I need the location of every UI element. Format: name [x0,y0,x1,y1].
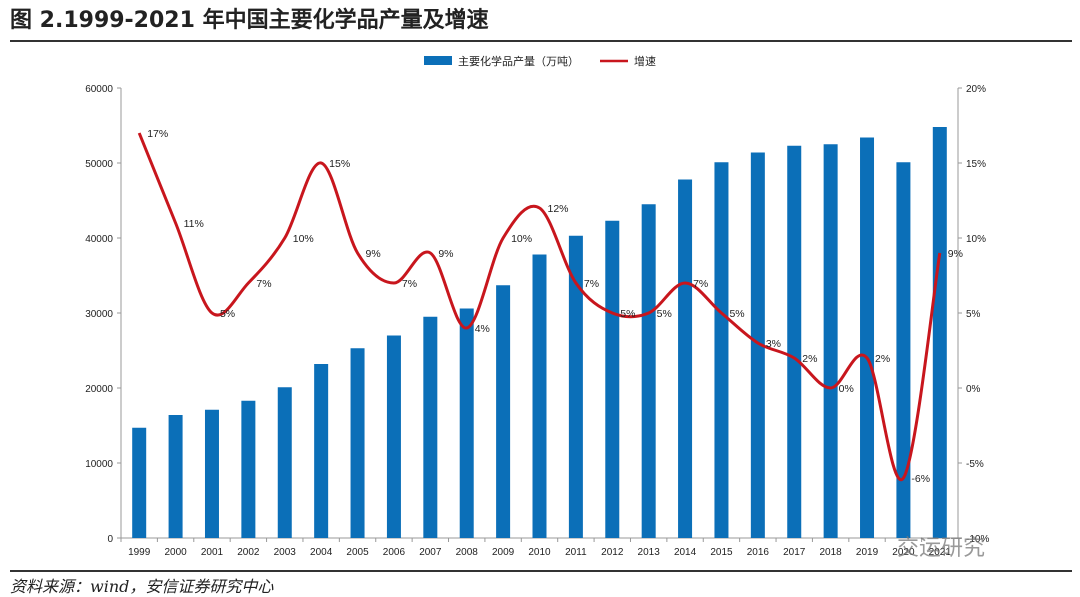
growth-data-label: 10% [511,233,532,245]
right-tick-label: 0% [966,384,981,395]
growth-data-label: 2% [875,353,890,365]
x-tick-label: 2011 [565,547,587,558]
x-tick-label: 2003 [274,547,297,558]
bar [860,137,875,538]
growth-data-label: 7% [584,278,599,290]
source-note: 资料来源：wind，安信证券研究中心 [10,577,274,596]
bar [168,415,183,538]
left-tick-label: 10000 [85,459,113,470]
growth-data-label: 7% [402,278,417,290]
left-tick-label: 50000 [85,159,113,170]
figure-title: 图 2.1999-2021 年中国主要化学品产量及增速 [10,8,489,33]
bar [605,220,620,538]
bar [386,335,401,538]
bar [204,409,219,538]
left-tick-label: 30000 [85,309,113,320]
bar [314,364,329,538]
legend: 主要化学品产量（万吨） 增速 [424,54,656,68]
bar [532,254,547,538]
bar [750,152,765,538]
plot-area: 0 10000 20000 30000 40000 50000 60000 -10% -5% 0%… [85,84,989,558]
x-tick-label: 2005 [346,547,369,558]
right-tick-label: 10% [966,234,986,245]
bar [350,348,365,538]
growth-data-label: 5% [657,308,672,320]
growth-data-label: -6% [911,473,930,485]
left-tick-label: 60000 [85,84,113,95]
bar [568,235,583,538]
x-tick-label: 2007 [419,547,442,558]
x-tick-label: 2019 [856,547,879,558]
growth-data-label: 7% [256,278,271,290]
bar [459,308,474,538]
x-tick-label: 2004 [310,547,333,558]
growth-data-label: 0% [839,383,854,395]
bar [241,400,256,538]
growth-data-label: 4% [475,323,490,335]
right-tick-label: 20% [966,84,986,95]
growth-data-label: 10% [293,233,314,245]
growth-data-label: 5% [620,308,635,320]
title-rule [10,40,1072,42]
x-tick-label: 2009 [492,547,515,558]
x-tick-label: 2002 [237,547,260,558]
bar [714,162,729,538]
x-tick-label: 2018 [820,547,843,558]
x-tick-label: 2013 [638,547,661,558]
growth-data-label: 7% [693,278,708,290]
x-tick-label: 2012 [601,547,624,558]
x-tick-label: 2010 [528,547,551,558]
growth-data-label: 5% [729,308,744,320]
left-tick-label: 20000 [85,384,113,395]
growth-data-label: 11% [184,218,204,230]
chart: 主要化学品产量（万吨） 增速 0 10000 20000 30000 40000 5000… [85,54,989,558]
legend-label-line: 增速 [634,54,656,68]
right-tick-label: -10% [966,534,989,545]
x-tick-label: 2020 [892,547,915,558]
x-tick-label: 2001 [201,547,224,558]
bar [896,162,911,538]
x-tick-label: 2021 [929,547,952,558]
growth-data-label: 5% [220,308,235,320]
bar [678,179,693,538]
growth-data-label: 12% [548,203,569,215]
bar [132,427,147,538]
bar [641,204,656,538]
growth-data-label: 9% [438,248,453,260]
bar [423,316,438,538]
bar [277,387,292,538]
legend-swatch-bars [424,56,452,65]
growth-data-label: 3% [766,338,781,350]
x-tick-label: 2015 [710,547,733,558]
bar [787,145,802,538]
x-tick-label: 2006 [383,547,406,558]
left-tick-label: 0 [107,534,113,545]
right-tick-label: -5% [966,459,984,470]
x-tick-label: 2008 [456,547,479,558]
growth-data-label: 15% [329,158,350,170]
x-tick-label: 2000 [164,547,187,558]
watermark-logo: 交运研究 [897,536,986,561]
left-tick-label: 40000 [85,234,113,245]
bar [932,127,947,538]
footer-rule [10,570,1072,572]
x-tick-label: 1999 [128,547,151,558]
growth-data-label: 2% [802,353,817,365]
growth-data-label: 9% [948,248,963,260]
x-tick-label: 2016 [747,547,770,558]
growth-data-label: 9% [366,248,381,260]
bar [823,144,838,538]
bar [496,285,511,538]
legend-label-bars: 主要化学品产量（万吨） [458,54,579,68]
x-tick-label: 2017 [783,547,806,558]
right-tick-label: 5% [966,309,981,320]
growth-data-label: 17% [147,128,168,140]
x-tick-label: 2014 [674,547,697,558]
growth-line [137,132,942,482]
right-tick-label: 15% [966,159,986,170]
